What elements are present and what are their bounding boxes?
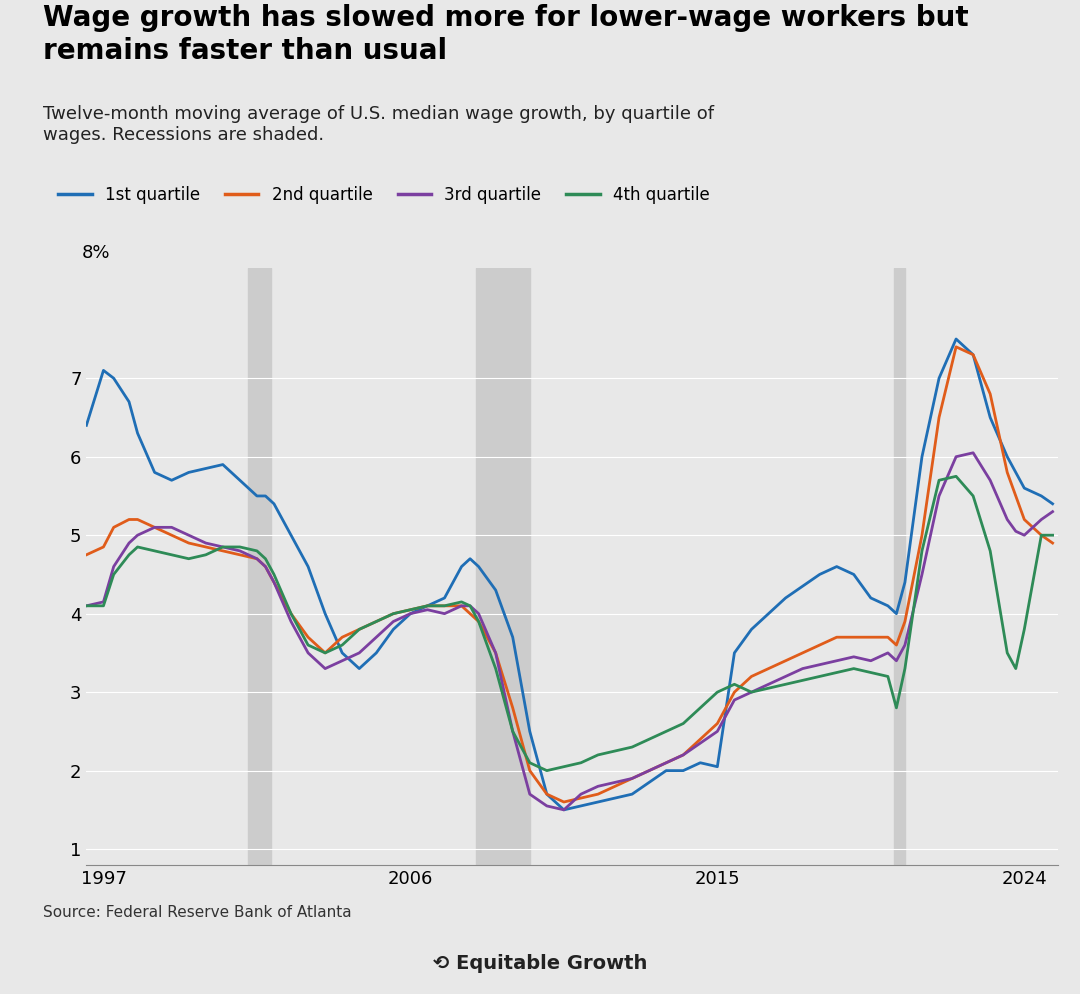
Bar: [476, 268, 530, 865]
Text: Source: Federal Reserve Bank of Atlanta: Source: Federal Reserve Bank of Atlanta: [43, 905, 352, 919]
Text: ⟲ Equitable Growth: ⟲ Equitable Growth: [433, 954, 647, 973]
Text: Twelve-month moving average of U.S. median wage growth, by quartile of
wages. Re: Twelve-month moving average of U.S. medi…: [43, 105, 714, 144]
Bar: [248, 268, 271, 865]
Text: 8%: 8%: [82, 245, 110, 262]
Bar: [893, 268, 905, 865]
Legend: 1st quartile, 2nd quartile, 3rd quartile, 4th quartile: 1st quartile, 2nd quartile, 3rd quartile…: [52, 179, 716, 211]
Text: Wage growth has slowed more for lower-wage workers but
remains faster than usual: Wage growth has slowed more for lower-wa…: [43, 4, 969, 65]
